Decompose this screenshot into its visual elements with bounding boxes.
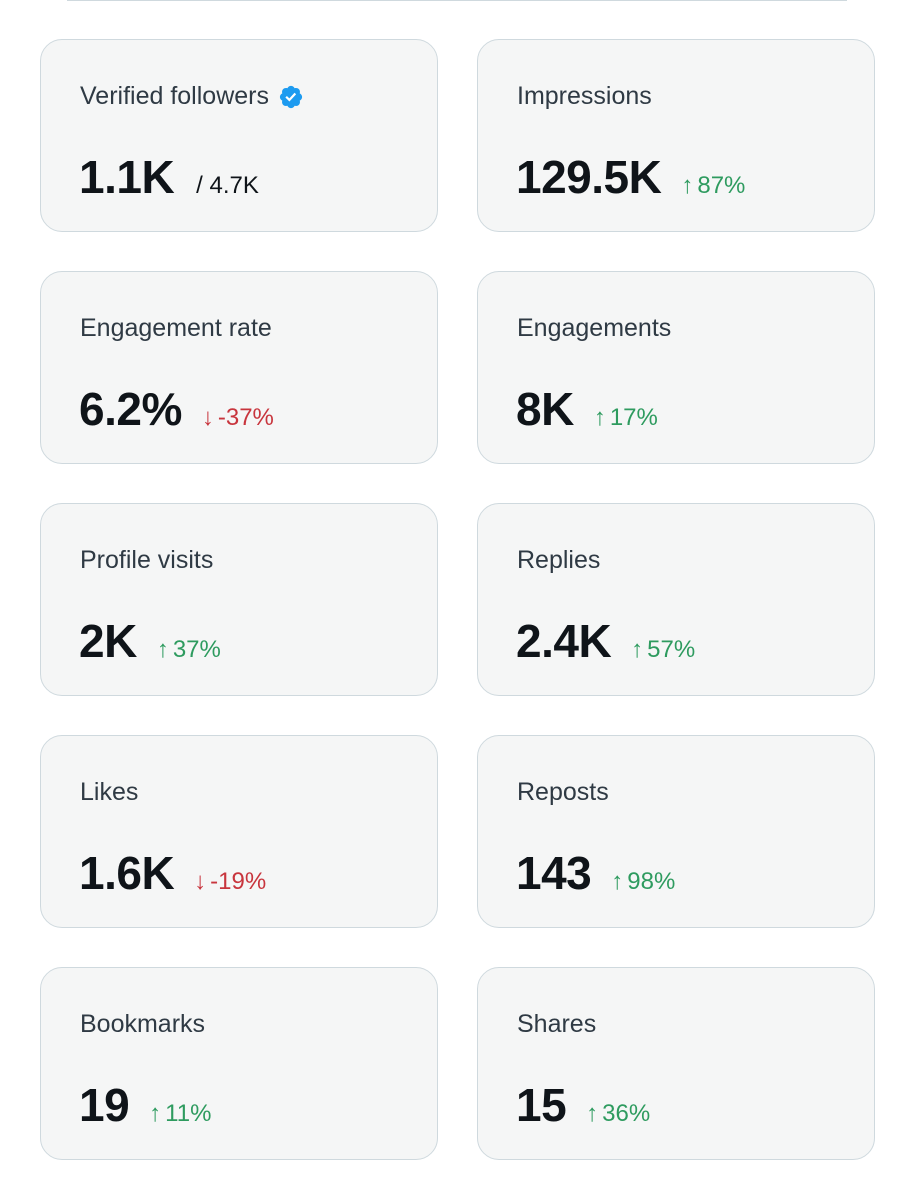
metric-label: Reposts — [517, 778, 609, 806]
metric-value: 2K — [79, 615, 137, 667]
arrow-up-icon: ↑ — [156, 636, 169, 663]
metric-delta: ↑ 17% — [594, 404, 658, 432]
metric-value-row: 8K ↑ 17% — [516, 382, 658, 436]
metric-value-row: 2.4K ↑ 57% — [516, 614, 695, 668]
metric-value-row: 1.6K ↓ -19% — [79, 846, 266, 900]
metric-value-row: 6.2% ↓ -37% — [79, 382, 274, 436]
metric-value: 15 — [516, 1079, 567, 1131]
metric-delta-value: 37% — [172, 636, 221, 663]
metric-value: 143 — [516, 847, 592, 899]
metric-value: 6.2% — [79, 383, 182, 435]
metric-label: Bookmarks — [80, 1010, 206, 1038]
arrow-up-icon: ↑ — [593, 404, 606, 431]
metric-delta-value: -19% — [210, 868, 267, 895]
metric-card-engagements[interactable]: Engagements 8K ↑ 17% — [477, 271, 875, 464]
metric-delta: ↑ 11% — [149, 1100, 211, 1128]
metric-label: Profile visits — [80, 546, 214, 574]
metric-card-impressions[interactable]: Impressions 129.5K ↑ 87% — [477, 39, 875, 232]
top-divider — [67, 0, 847, 1]
metric-value: 2.4K — [516, 615, 612, 667]
metric-total: / 4.7K — [196, 172, 259, 199]
verified-badge-icon — [278, 84, 304, 110]
metric-value-row: 15 ↑ 36% — [516, 1078, 650, 1132]
metric-delta: ↓ -37% — [202, 404, 274, 432]
metric-card-reposts[interactable]: Reposts 143 ↑ 98% — [477, 735, 875, 928]
metric-card-engagement-rate[interactable]: Engagement rate 6.2% ↓ -37% — [40, 271, 438, 464]
arrow-up-icon: ↑ — [149, 1100, 162, 1127]
metric-value-row: 143 ↑ 98% — [516, 846, 675, 900]
metric-value-row: 129.5K ↑ 87% — [516, 150, 745, 204]
arrow-up-icon: ↑ — [611, 868, 624, 895]
metric-value: 8K — [516, 383, 574, 435]
metric-card-shares[interactable]: Shares 15 ↑ 36% — [477, 967, 875, 1160]
metric-label: Shares — [517, 1010, 597, 1038]
metric-delta: ↑ 98% — [611, 868, 675, 896]
metric-label: Replies — [517, 546, 601, 574]
metric-value: 129.5K — [516, 151, 662, 203]
metric-label: Impressions — [517, 82, 652, 110]
metric-value: 19 — [79, 1079, 130, 1131]
metric-card-likes[interactable]: Likes 1.6K ↓ -19% — [40, 735, 438, 928]
metric-delta: ↓ -19% — [194, 868, 266, 896]
metric-label: Engagements — [517, 314, 672, 342]
metric-value-row: 19 ↑ 11% — [79, 1078, 211, 1132]
metric-delta-value: 11% — [165, 1100, 212, 1127]
metric-delta-value: 87% — [697, 172, 746, 199]
arrow-up-icon: ↑ — [631, 636, 644, 663]
arrow-up-icon: ↑ — [586, 1100, 599, 1127]
metric-delta-value: -37% — [217, 404, 274, 431]
metric-card-bookmarks[interactable]: Bookmarks 19 ↑ 11% — [40, 967, 438, 1160]
metric-value-row: 1.1K / 4.7K — [79, 150, 259, 204]
metric-card-profile-visits[interactable]: Profile visits 2K ↑ 37% — [40, 503, 438, 696]
metric-delta-value: 36% — [602, 1100, 651, 1127]
metric-card-verified-followers[interactable]: Verified followers 1.1K / 4.7K — [40, 39, 438, 232]
metric-delta: ↑ 87% — [681, 172, 745, 200]
metric-delta-value: 17% — [609, 404, 658, 431]
arrow-down-icon: ↓ — [201, 404, 214, 431]
metric-delta: ↑ 37% — [157, 636, 221, 664]
metric-label: Engagement rate — [80, 314, 272, 342]
metric-delta: ↑ 57% — [631, 636, 695, 664]
arrow-down-icon: ↓ — [194, 868, 207, 895]
arrow-up-icon: ↑ — [681, 172, 694, 199]
metric-label-row: Verified followers — [80, 82, 304, 111]
metric-card-replies[interactable]: Replies 2.4K ↑ 57% — [477, 503, 875, 696]
metric-delta: ↑ 36% — [586, 1100, 650, 1128]
metric-value-row: 2K ↑ 37% — [79, 614, 221, 668]
metric-label: Likes — [80, 778, 139, 806]
metric-delta-value: 98% — [627, 868, 676, 895]
metric-value: 1.1K — [79, 151, 175, 203]
metric-value: 1.6K — [79, 847, 175, 899]
metric-label: Verified followers — [80, 82, 269, 110]
metric-delta-value: 57% — [647, 636, 696, 663]
metrics-grid: Verified followers 1.1K / 4.7K Impressio… — [40, 39, 875, 1160]
